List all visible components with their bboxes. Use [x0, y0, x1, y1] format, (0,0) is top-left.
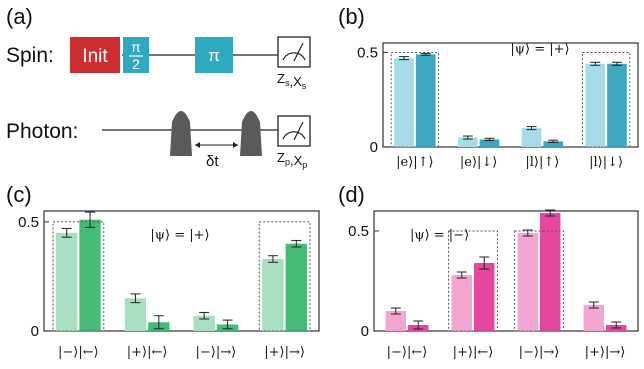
bar: [56, 232, 78, 331]
bar: [585, 63, 606, 147]
category-label: |−⟩|←⟩: [387, 345, 428, 360]
bar: [457, 137, 478, 147]
plot-frame: [43, 210, 320, 332]
bar: [521, 128, 542, 147]
bar: [124, 298, 147, 331]
init-box: [70, 37, 120, 73]
category-label: |−⟩|→⟩: [196, 345, 237, 360]
state-annotation: |ψ⟩ = |+⟩: [510, 42, 569, 57]
half-pi-numerator: π: [131, 39, 141, 55]
category-label: |+⟩|←⟩: [127, 345, 168, 360]
bar: [394, 58, 414, 147]
panel-letter: (d): [338, 182, 365, 207]
photon-row-label: Photon:: [6, 120, 78, 143]
bar: [193, 315, 215, 331]
ideal-outline: [581, 51, 631, 148]
panel-letter: (c): [6, 182, 32, 207]
ideal-outline: [52, 221, 105, 332]
y-tick-label: 0: [31, 323, 39, 340]
chart-panel-d: (d) 0 0.5 |−⟩|←⟩ |+⟩|←⟩ |−⟩|→⟩ |+⟩|→⟩ |ψ⟩ = |−⟩: [338, 182, 639, 360]
bar: [451, 275, 472, 331]
bar: [543, 141, 564, 147]
photon-measurement-meter-icon: [277, 115, 311, 147]
y-tick-label: 0.5: [348, 223, 369, 240]
delay-arrow-icon: [195, 142, 238, 148]
panel-a-letter: (a): [6, 4, 33, 29]
half-pi-denominator: 2: [132, 56, 140, 72]
category-label: |l⟩|↑⟩: [525, 155, 559, 170]
category-label: |l⟩|↓⟩: [589, 155, 623, 170]
ideal-outline: [448, 230, 498, 332]
bar: [583, 305, 604, 331]
spin-measurement-label: Zs,Xs: [277, 71, 307, 91]
plot-frame: [382, 42, 639, 148]
y-tick-label: 0: [370, 139, 378, 156]
category-label: |+⟩|←⟩: [453, 345, 494, 360]
bar: [262, 259, 284, 331]
category-label: |+⟩|→⟩: [264, 345, 305, 360]
category-label: |−⟩|→⟩: [519, 345, 560, 360]
bar: [285, 243, 307, 331]
spin-measurement-meter-icon: [277, 36, 311, 68]
y-tick-label: 0.5: [18, 214, 39, 231]
bar: [540, 213, 561, 331]
chart-panel-b: (b) 0 0.5 |e⟩|↑⟩ |e⟩|↓⟩ |l⟩|↑⟩ |l⟩|↓⟩ |ψ⟩ = |+⟩: [338, 4, 639, 170]
y-tick-label: 0.5: [357, 44, 378, 61]
panel-a: (a) Spin: Init π 2 π Zs,Xs Photon: δt: [6, 4, 311, 170]
ideal-outline: [514, 230, 564, 332]
early-photon-pulse: [170, 111, 192, 156]
category-label: |+⟩|→⟩: [585, 345, 626, 360]
pi-label: π: [208, 46, 220, 65]
bar: [479, 139, 500, 147]
init-label: Init: [82, 46, 108, 67]
spin-row-label: Spin:: [6, 44, 54, 67]
bar: [474, 263, 495, 331]
ideal-outline: [390, 51, 440, 148]
plot-frame: [373, 210, 639, 332]
bar: [79, 219, 101, 331]
bar: [385, 311, 406, 331]
chart-panel-c: (c) 0 0.5 |−⟩|←⟩ |+⟩|←⟩ |−⟩|→⟩ |+⟩|→⟩ |ψ⟩ = |+⟩: [6, 182, 320, 360]
delay-label: δt: [206, 153, 219, 170]
pi-pulse: [195, 37, 233, 73]
category-label: |−⟩|←⟩: [58, 345, 99, 360]
panel-letter: (b): [338, 4, 365, 29]
state-annotation: |ψ⟩ = |+⟩: [150, 228, 209, 243]
late-photon-pulse: [240, 111, 262, 156]
photon-measurement-label: Zp,Xp: [277, 150, 307, 170]
y-tick-label: 0: [361, 323, 369, 340]
bar: [607, 63, 627, 147]
category-label: |e⟩|↓⟩: [460, 155, 498, 170]
half-pi-pulse: [123, 37, 149, 73]
bar: [517, 233, 538, 331]
bar: [415, 54, 436, 147]
state-annotation: |ψ⟩ = |−⟩: [410, 228, 469, 243]
ideal-outline: [258, 221, 311, 332]
category-label: |e⟩|↑⟩: [396, 155, 434, 170]
